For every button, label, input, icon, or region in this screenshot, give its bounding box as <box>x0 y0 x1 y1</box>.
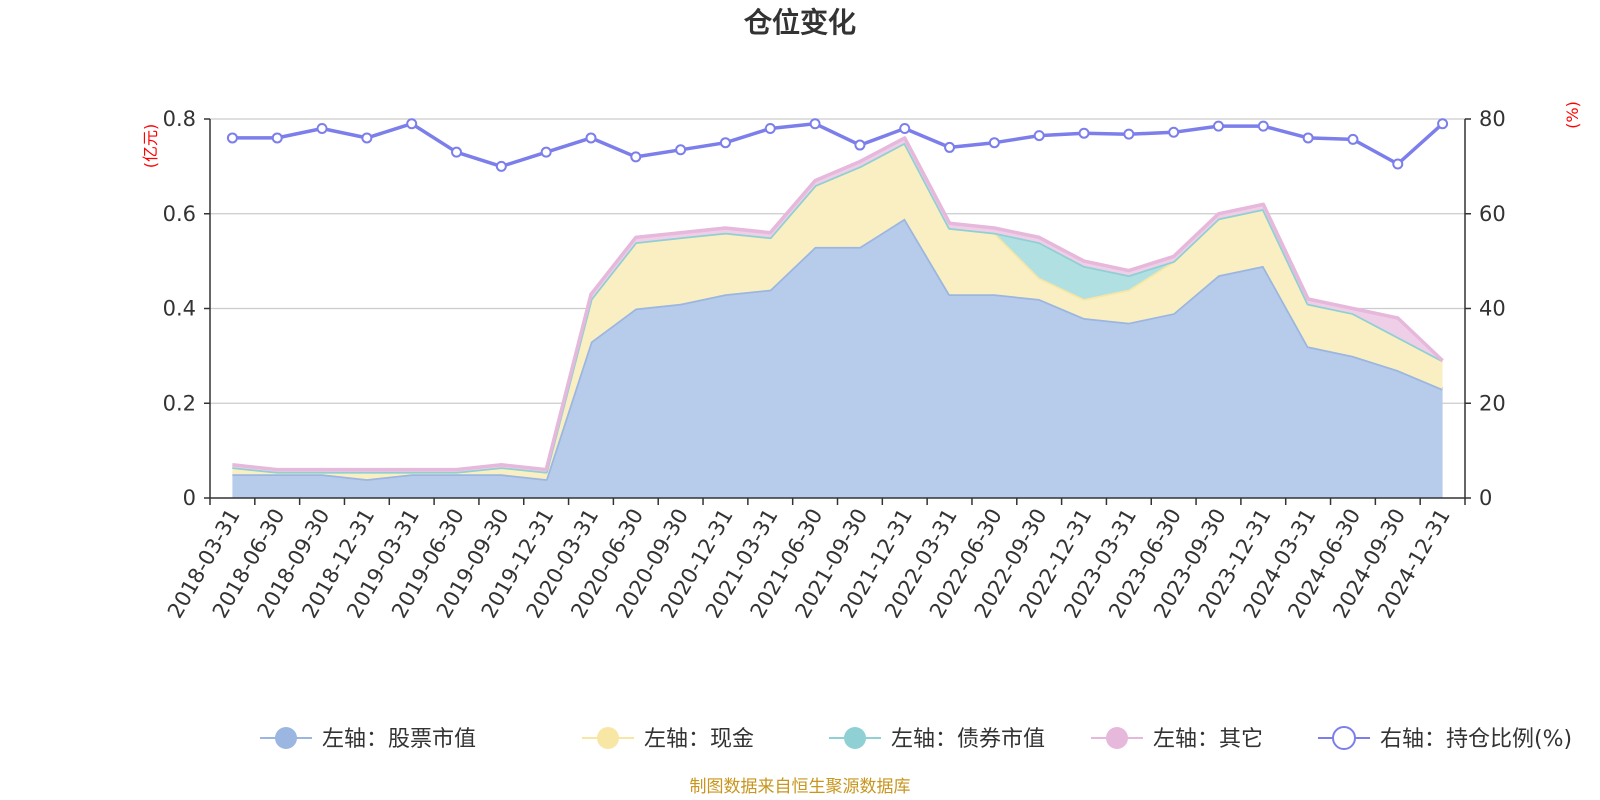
ratio-point <box>226 132 238 144</box>
ratio-point <box>1123 128 1135 140</box>
source-note: 制图数据来自恒生聚源数据库 <box>690 777 911 797</box>
ratio-point <box>1257 120 1269 132</box>
legend-marker-2 <box>844 727 866 749</box>
left-tick-label: 0.6 <box>163 202 196 226</box>
ratio-point <box>944 141 956 153</box>
ratio-point <box>1437 118 1449 130</box>
x-tick-labels: 2018-03-312018-06-302018-09-302018-12-31… <box>163 504 1455 622</box>
ratio-point <box>585 132 597 144</box>
left-tick-label: 0.2 <box>163 391 196 415</box>
ratio-point <box>1212 120 1224 132</box>
legend-marker-4 <box>1332 726 1356 750</box>
area-line-series-3 <box>232 136 1444 472</box>
ratio-point <box>451 146 463 158</box>
right-tick-label: 0 <box>1479 486 1492 510</box>
chart-title: 仓位变化 <box>744 6 856 39</box>
legend-marker-0 <box>275 727 297 749</box>
ratio-point <box>1078 127 1090 139</box>
ratio-point <box>361 132 373 144</box>
ratio-point <box>899 122 911 134</box>
ratio-point <box>406 118 418 130</box>
area-series-0 <box>232 218 1443 498</box>
ratio-point <box>1347 133 1359 145</box>
axes: 0 0 0.2 20 0.4 40 0.6 60 0.8 80 <box>163 107 1506 510</box>
area-series-1 <box>232 142 1443 480</box>
left-axis-unit: (亿元) <box>141 124 160 169</box>
left-tick-label: 0 <box>183 486 196 510</box>
ratio-point <box>271 132 283 144</box>
ratio-point <box>854 139 866 151</box>
left-tick-label: 0.8 <box>163 107 196 131</box>
legend-label-1: 左轴：现金 <box>644 727 754 752</box>
legend-marker-3 <box>1106 727 1128 749</box>
stacked-areas <box>232 136 1444 498</box>
legend-label-2: 左轴：债券市值 <box>891 727 1045 752</box>
ratio-point <box>988 137 1000 149</box>
right-axis-unit: (%) <box>1563 101 1582 129</box>
ratio-point <box>540 146 552 158</box>
legend-label-4: 右轴：持仓比例(%) <box>1380 727 1572 752</box>
legend[interactable]: 左轴：股票市值 左轴：现金 左轴：债券市值 左轴：其它 右轴：持仓比例(%) <box>260 726 1572 752</box>
ratio-point <box>719 137 731 149</box>
ratio-point <box>1033 130 1045 142</box>
left-tick-label: 0.4 <box>163 297 196 321</box>
ratio-line <box>226 118 1449 172</box>
legend-label-0: 左轴：股票市值 <box>322 727 476 752</box>
ratio-point <box>630 151 642 163</box>
ratio-point <box>809 118 821 130</box>
right-tick-label: 80 <box>1479 107 1506 131</box>
ratio-point <box>764 122 776 134</box>
legend-label-3: 左轴：其它 <box>1153 727 1263 752</box>
right-tick-label: 40 <box>1479 297 1506 321</box>
ratio-point <box>316 122 328 134</box>
ratio-point <box>495 160 507 172</box>
ratio-point <box>1392 158 1404 170</box>
ratio-line-path <box>232 121 1444 169</box>
ratio-point <box>1168 126 1180 138</box>
right-tick-label: 60 <box>1479 202 1506 226</box>
legend-marker-1 <box>597 727 619 749</box>
ratio-point <box>675 144 687 156</box>
right-tick-label: 20 <box>1479 391 1506 415</box>
ratio-point <box>1302 132 1314 144</box>
